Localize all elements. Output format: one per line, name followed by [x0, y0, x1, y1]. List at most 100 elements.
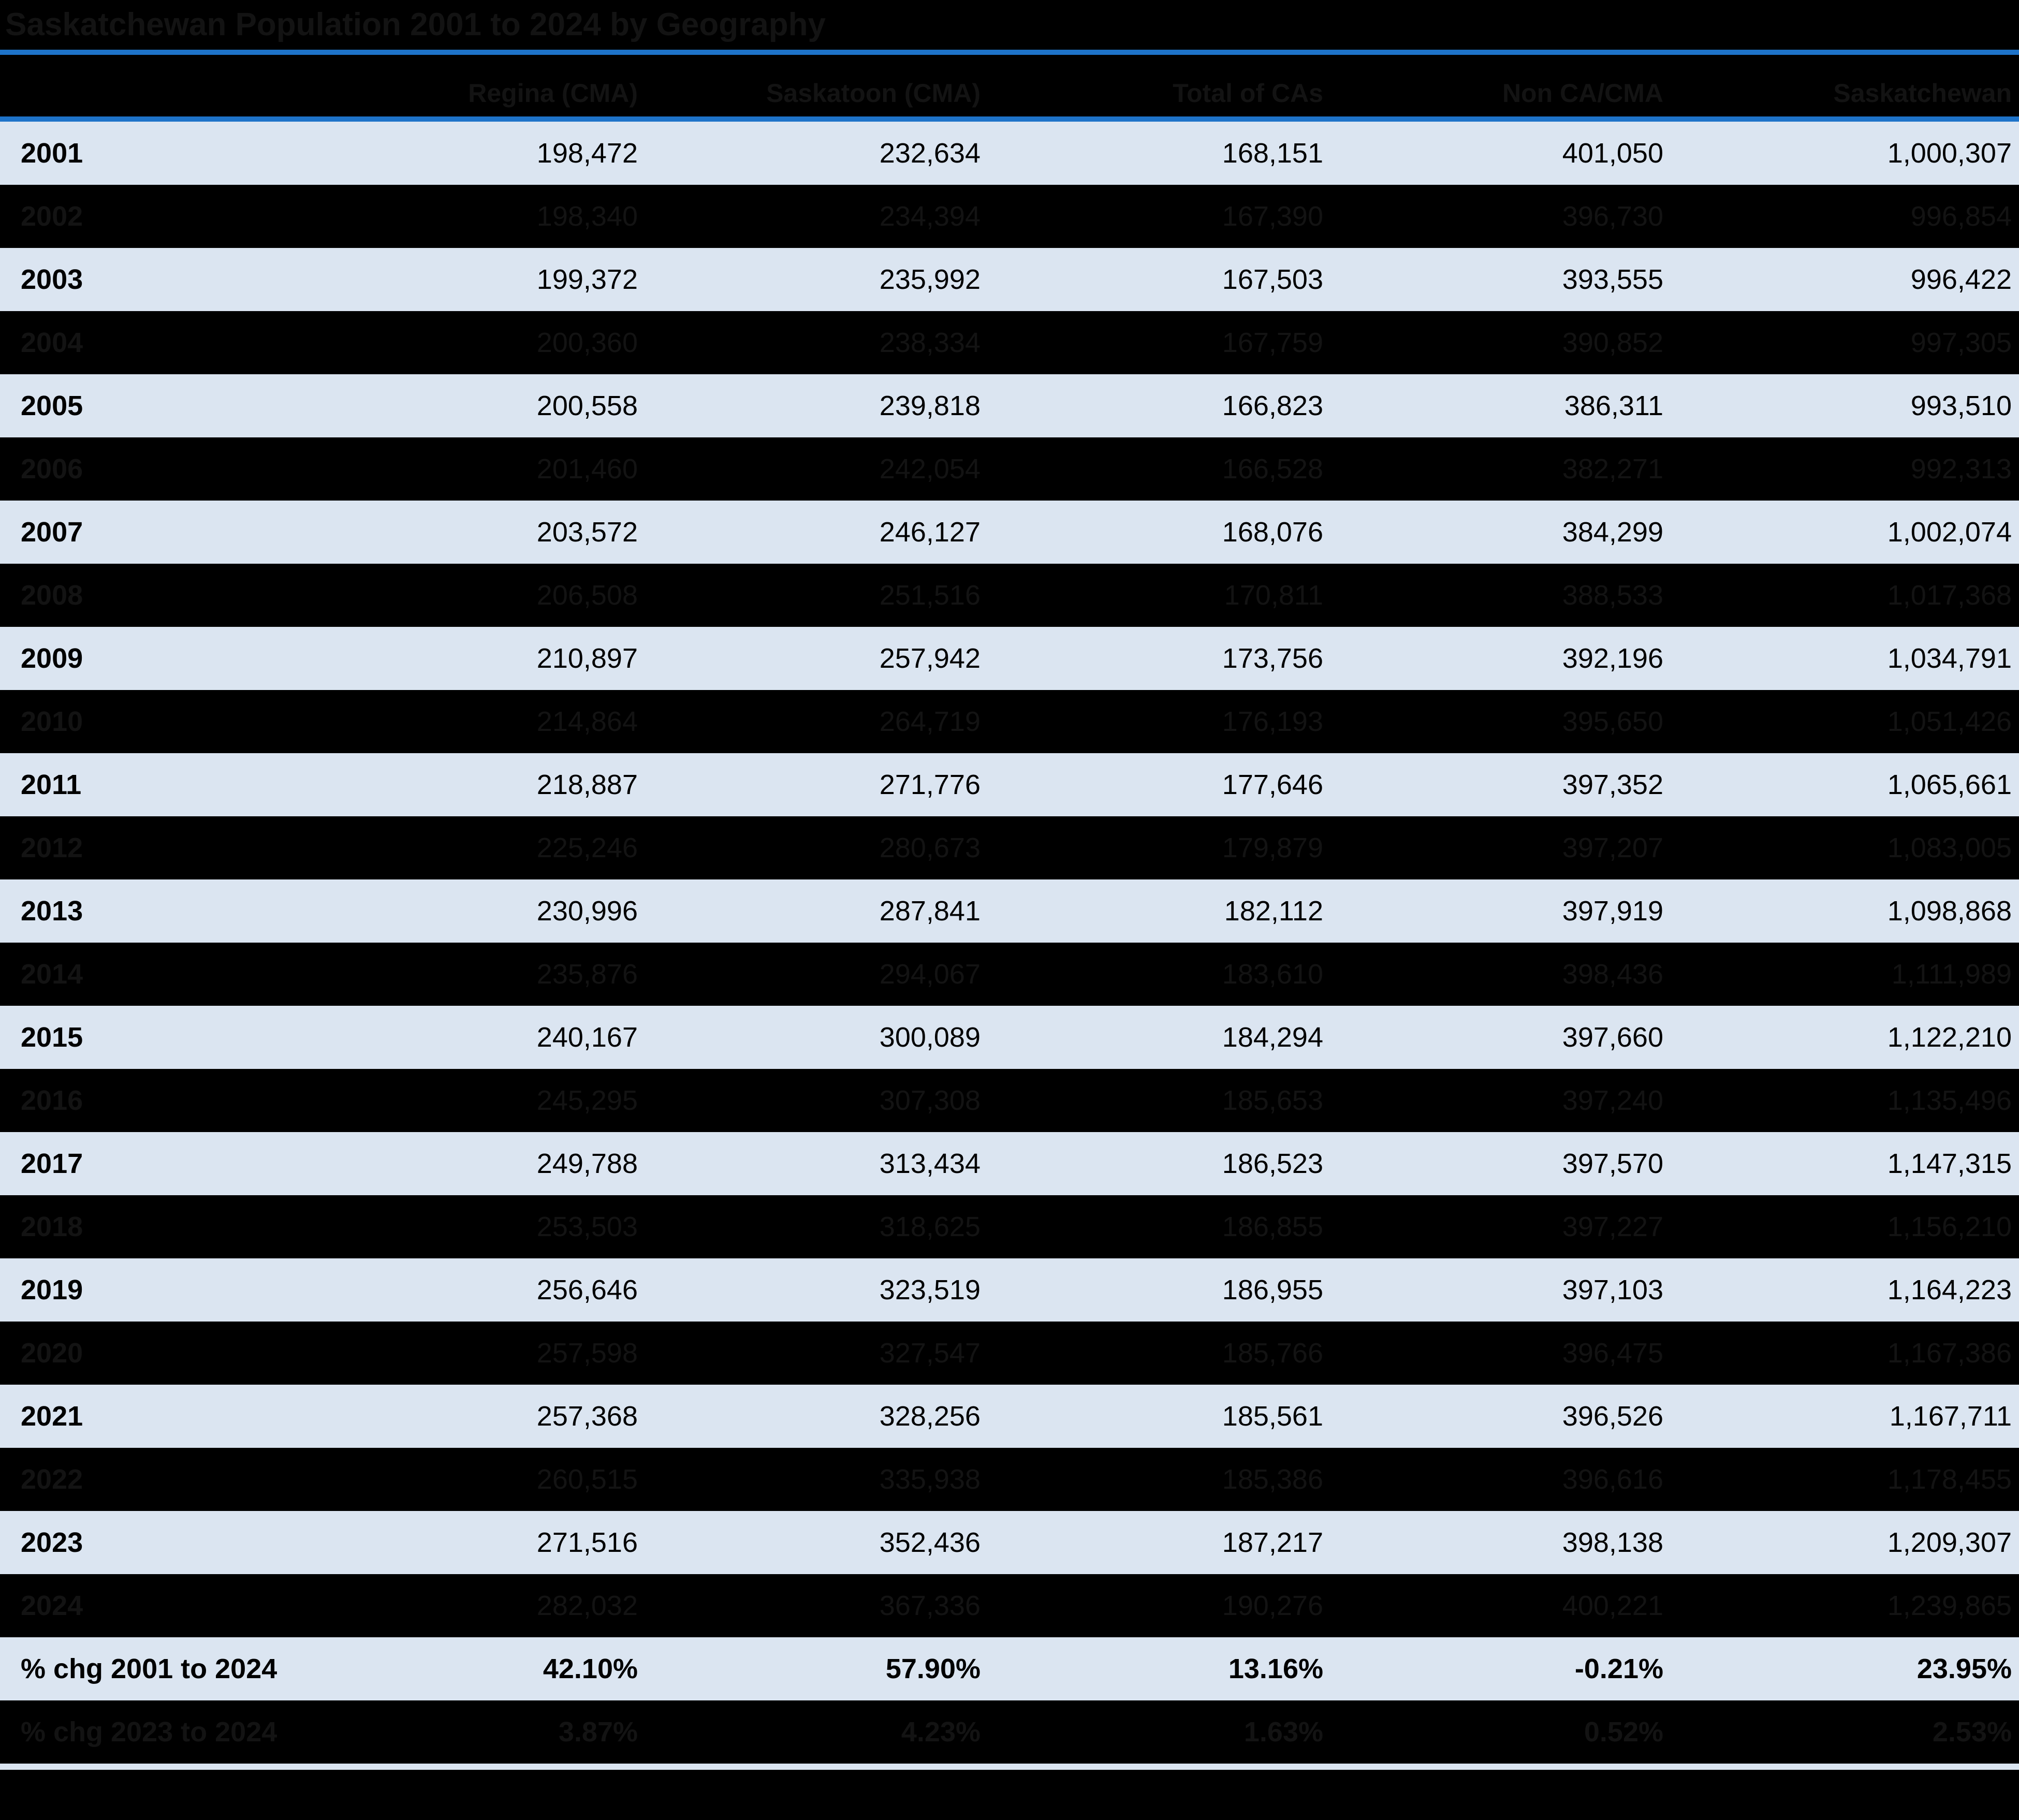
- row-label-cell: 2006: [21, 453, 83, 485]
- value-cell: 167,503: [1222, 264, 1323, 295]
- value-cell: 396,526: [1562, 1401, 1663, 1432]
- table-row: 2006 201,460 242,054 166,528 382,271 992,313: [0, 437, 2019, 501]
- value-cell: 1,135,496: [1887, 1085, 2012, 1116]
- value-cell: 190,276: [1222, 1590, 1323, 1621]
- row-label-cell: 2017: [21, 1148, 83, 1179]
- value-cell: 264,719: [879, 706, 981, 737]
- row-label-cell: % chg 2001 to 2024: [21, 1653, 277, 1684]
- value-cell: 1,065,661: [1887, 769, 2012, 800]
- row-label-cell: 2005: [21, 390, 83, 421]
- value-cell: 225,246: [536, 832, 638, 863]
- table-body: 2001 198,472 232,634 168,151 401,050 1,000,30…: [0, 122, 2019, 1764]
- value-cell: 232,634: [879, 138, 981, 169]
- table-row: 2018 253,503 318,625 186,855 397,227 1,156,21…: [0, 1195, 2019, 1258]
- table-row: 2004 200,360 238,334 167,759 390,852 997,305: [0, 311, 2019, 374]
- value-cell: 335,938: [879, 1464, 981, 1495]
- value-cell: 173,756: [1222, 643, 1323, 674]
- value-cell: 1,167,386: [1887, 1338, 2012, 1369]
- header-cell: Total of CAs: [1173, 79, 1323, 108]
- value-cell: 397,207: [1562, 832, 1663, 863]
- value-cell: 1,111,989: [1891, 959, 2012, 990]
- table-row: 2008 206,508 251,516 170,811 388,533 1,017,36…: [0, 564, 2019, 627]
- page-title: Saskatchewan Population 2001 to 2024 by …: [5, 7, 826, 42]
- header-cell: Non CA/CMA: [1502, 79, 1663, 108]
- bottom-partial-row: [0, 1764, 2019, 1770]
- table-row: 2011 218,887 271,776 177,646 397,352 1,065,66…: [0, 753, 2019, 816]
- value-cell: 390,852: [1562, 327, 1663, 358]
- row-label-cell: 2010: [21, 706, 83, 737]
- value-cell: 200,558: [536, 390, 638, 421]
- value-cell: 185,386: [1222, 1464, 1323, 1495]
- value-cell: 177,646: [1222, 769, 1323, 800]
- table-row: 2001 198,472 232,634 168,151 401,050 1,000,30…: [0, 122, 2019, 185]
- value-cell: 386,311: [1564, 390, 1663, 421]
- value-cell: 397,103: [1562, 1274, 1663, 1305]
- value-cell: 1,209,307: [1887, 1527, 2012, 1558]
- value-cell: 398,436: [1562, 959, 1663, 990]
- row-label-cell: % chg 2023 to 2024: [21, 1716, 277, 1748]
- value-cell: 199,372: [536, 264, 638, 295]
- table-row: 2020 257,598 327,547 185,766 396,475 1,167,38…: [0, 1322, 2019, 1385]
- row-label-cell: 2007: [21, 517, 83, 548]
- row-label-cell: 2021: [21, 1401, 83, 1432]
- value-cell: 198,472: [536, 138, 638, 169]
- row-label-cell: 2016: [21, 1085, 83, 1116]
- value-cell: 993,510: [1910, 390, 2012, 421]
- value-cell: 271,516: [536, 1527, 638, 1558]
- row-label-cell: 2004: [21, 327, 83, 358]
- table-row: 2024 282,032 367,336 190,276 400,221 1,239,86…: [0, 1574, 2019, 1637]
- value-cell: 187,217: [1222, 1527, 1323, 1558]
- value-cell: 1,017,368: [1887, 580, 2012, 611]
- value-cell: 170,811: [1224, 580, 1323, 611]
- row-label-cell: 2022: [21, 1464, 83, 1495]
- value-cell: -0.21%: [1574, 1653, 1663, 1684]
- value-cell: 384,299: [1562, 517, 1663, 548]
- value-cell: 42.10%: [543, 1653, 638, 1684]
- value-cell: 1,002,074: [1887, 517, 2012, 548]
- value-cell: 282,032: [536, 1590, 638, 1621]
- value-cell: 401,050: [1562, 138, 1663, 169]
- value-cell: 176,193: [1222, 706, 1323, 737]
- value-cell: 280,673: [879, 832, 981, 863]
- value-cell: 256,646: [536, 1274, 638, 1305]
- value-cell: 240,167: [536, 1022, 638, 1053]
- value-cell: 1,098,868: [1887, 896, 2012, 927]
- table-row: 2021 257,368 328,256 185,561 396,526 1,167,71…: [0, 1385, 2019, 1448]
- table-row: 2012 225,246 280,673 179,879 397,207 1,083,00…: [0, 816, 2019, 879]
- table-row: 2017 249,788 313,434 186,523 397,570 1,147,31…: [0, 1132, 2019, 1195]
- row-label-cell: 2020: [21, 1338, 83, 1369]
- value-cell: 168,076: [1222, 517, 1323, 548]
- value-cell: 397,352: [1562, 769, 1663, 800]
- value-cell: 2.53%: [1932, 1716, 2012, 1748]
- table-row: 2009 210,897 257,942 173,756 392,196 1,034,79…: [0, 627, 2019, 690]
- value-cell: 13.16%: [1228, 1653, 1323, 1684]
- value-cell: 393,555: [1562, 264, 1663, 295]
- value-cell: 246,127: [879, 517, 981, 548]
- value-cell: 245,295: [536, 1085, 638, 1116]
- value-cell: 251,516: [879, 580, 981, 611]
- row-label-cell: 2023: [21, 1527, 83, 1558]
- header-cell: Saskatoon (CMA): [766, 79, 981, 108]
- table-row: 2016 245,295 307,308 185,653 397,240 1,135,49…: [0, 1069, 2019, 1132]
- value-cell: 1.63%: [1243, 1716, 1323, 1748]
- value-cell: 992,313: [1910, 453, 2012, 485]
- value-cell: 166,528: [1222, 453, 1323, 485]
- value-cell: 997,305: [1910, 327, 2012, 358]
- value-cell: 23.95%: [1916, 1653, 2012, 1684]
- value-cell: 234,394: [879, 201, 981, 232]
- row-label-cell: 2013: [21, 896, 83, 927]
- value-cell: 184,294: [1222, 1022, 1323, 1053]
- value-cell: 183,610: [1222, 959, 1323, 990]
- row-label-cell: 2019: [21, 1274, 83, 1305]
- value-cell: 327,547: [879, 1338, 981, 1369]
- value-cell: 235,876: [536, 959, 638, 990]
- value-cell: 287,841: [879, 896, 981, 927]
- table-row: 2023 271,516 352,436 187,217 398,138 1,209,30…: [0, 1511, 2019, 1574]
- value-cell: 214,864: [536, 706, 638, 737]
- row-label-cell: 2008: [21, 580, 83, 611]
- value-cell: 313,434: [879, 1148, 981, 1179]
- value-cell: 1,164,223: [1887, 1274, 2012, 1305]
- value-cell: 168,151: [1222, 138, 1323, 169]
- value-cell: 1,000,307: [1887, 138, 2012, 169]
- value-cell: 397,240: [1562, 1085, 1663, 1116]
